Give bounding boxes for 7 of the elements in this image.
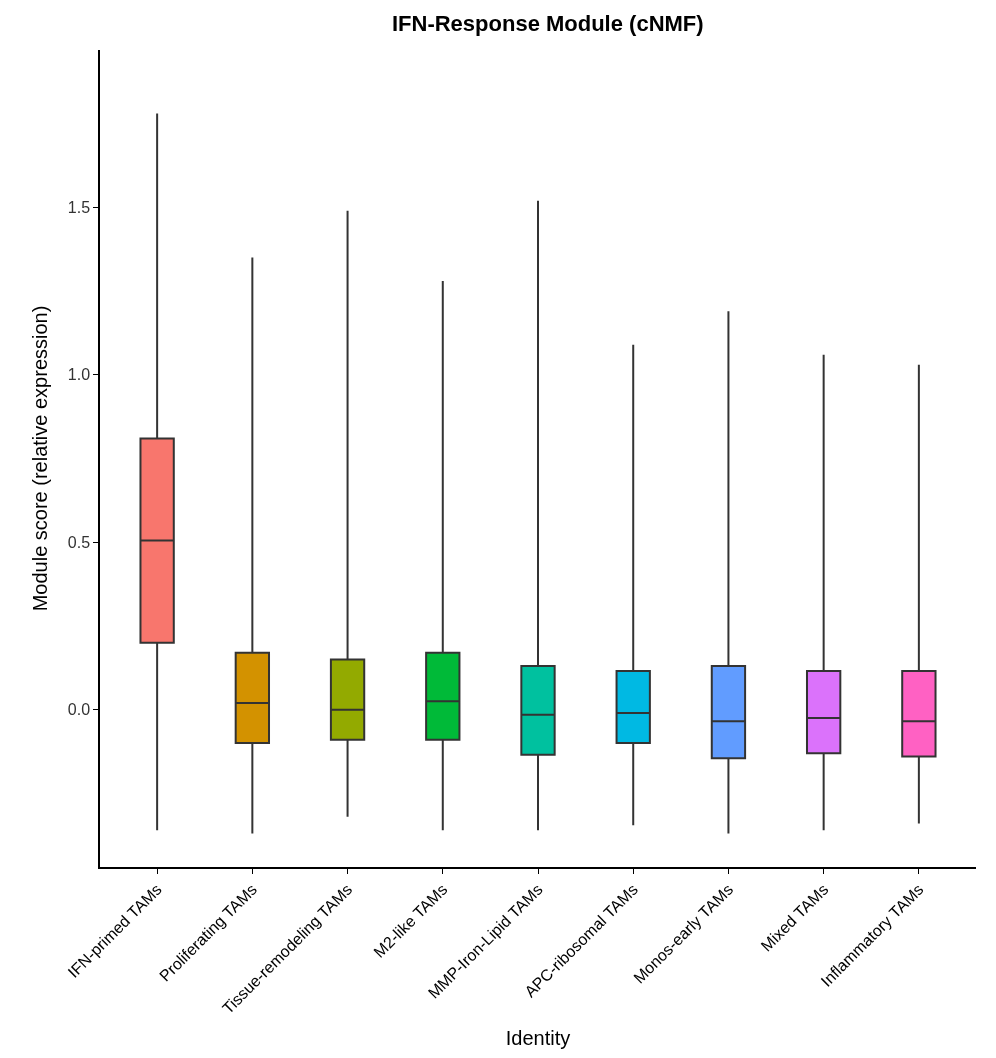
y-tick-label: 0.0 bbox=[67, 701, 91, 719]
x-axis-title: Identity bbox=[505, 1027, 571, 1050]
y-tick-label: 1.5 bbox=[67, 198, 91, 216]
y-tick-label: 1.0 bbox=[67, 366, 91, 384]
chart-title: IFN-Response Module (cNMF) bbox=[391, 11, 704, 37]
y-axis-title: Module score (relative expression) bbox=[28, 305, 51, 612]
y-tick-label: 0.5 bbox=[67, 533, 91, 551]
